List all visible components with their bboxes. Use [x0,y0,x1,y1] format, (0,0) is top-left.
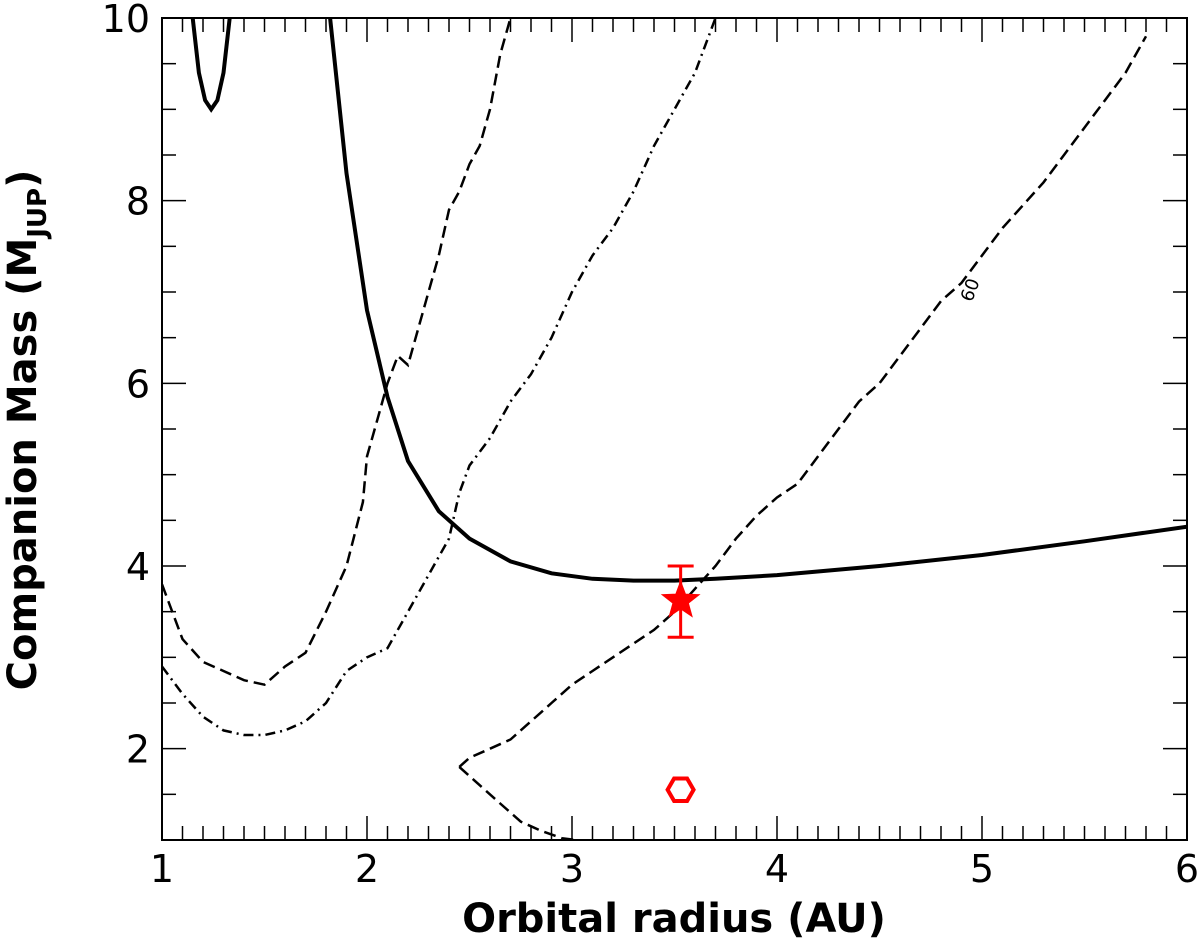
x-tick-label: 2 [355,847,379,891]
contour-label: 60 [957,276,985,305]
y-axis-title-sub: JUP [23,188,53,240]
series-line-2 [162,18,512,687]
y-tick-label: 8 [126,180,150,224]
x-tick-label: 4 [765,847,789,891]
y-tick-label: 6 [126,362,150,406]
series-line-5 [458,765,577,840]
x-tick-label: 1 [150,847,174,891]
y-axis-title-close: ) [0,170,46,188]
series-line-4 [458,35,1148,768]
star-marker [660,579,701,618]
tick-layer [161,17,1188,841]
y-tick-label: 2 [126,728,150,772]
x-axis-title: Orbital radius (AU) [462,896,886,942]
plot-frame [161,17,1188,841]
series-layer [162,18,1187,840]
label-layer: 1 2 3 4 5 6 2 4 6 8 10 60 [102,0,1199,891]
series-line-1 [190,18,232,113]
x-tick-label: 3 [560,847,584,891]
series-line-0 [328,18,1187,583]
marker-layer [660,564,701,803]
y-tick-label: 4 [126,545,150,589]
hexagon-marker [665,776,696,803]
x-tick-label: 6 [1175,847,1199,891]
y-axis-title-main: Companion Mass (M [0,238,46,691]
x-tick-label: 5 [970,847,994,891]
y-tick-label: 10 [102,0,150,41]
y-axis-title: Companion Mass (MJUP) [0,170,53,691]
series-line-3 [162,18,717,737]
